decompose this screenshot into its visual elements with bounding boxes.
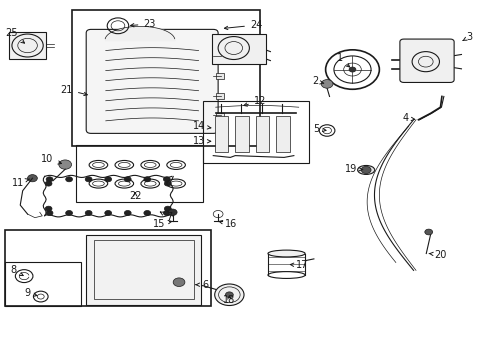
Text: 1: 1 bbox=[337, 53, 349, 67]
Bar bbox=[235, 116, 249, 152]
Bar bbox=[216, 113, 224, 118]
Bar bbox=[276, 116, 290, 152]
Bar bbox=[216, 53, 224, 59]
FancyBboxPatch shape bbox=[86, 30, 218, 134]
Circle shape bbox=[225, 292, 233, 298]
Circle shape bbox=[144, 211, 151, 216]
Circle shape bbox=[173, 278, 185, 287]
Text: 6: 6 bbox=[196, 280, 208, 290]
Text: 7: 7 bbox=[160, 212, 172, 221]
Circle shape bbox=[425, 229, 433, 235]
Bar bbox=[9, 32, 46, 59]
Circle shape bbox=[59, 160, 72, 169]
Text: 3: 3 bbox=[463, 32, 472, 42]
Text: 23: 23 bbox=[131, 19, 156, 29]
Text: 8: 8 bbox=[11, 265, 23, 276]
Circle shape bbox=[46, 177, 53, 182]
Circle shape bbox=[85, 177, 92, 182]
Circle shape bbox=[124, 177, 131, 182]
Text: 2: 2 bbox=[312, 76, 324, 86]
Circle shape bbox=[85, 211, 92, 216]
Ellipse shape bbox=[268, 250, 305, 257]
Text: 25: 25 bbox=[5, 28, 25, 43]
Ellipse shape bbox=[358, 166, 375, 175]
Circle shape bbox=[168, 209, 177, 216]
Text: 10: 10 bbox=[41, 154, 61, 164]
Bar bbox=[4, 230, 211, 306]
FancyBboxPatch shape bbox=[400, 39, 454, 82]
Circle shape bbox=[164, 206, 171, 211]
Bar bbox=[216, 73, 224, 79]
Text: 14: 14 bbox=[193, 121, 211, 131]
Circle shape bbox=[163, 177, 170, 182]
Circle shape bbox=[349, 67, 356, 72]
Bar bbox=[76, 145, 203, 202]
Text: 22: 22 bbox=[129, 191, 141, 201]
Text: 9: 9 bbox=[24, 288, 37, 298]
Circle shape bbox=[321, 80, 333, 88]
Text: 15: 15 bbox=[153, 219, 172, 229]
Text: 19: 19 bbox=[345, 163, 363, 174]
Text: 11: 11 bbox=[12, 177, 29, 188]
Bar bbox=[216, 93, 224, 99]
Bar bbox=[212, 34, 266, 64]
Bar bbox=[203, 101, 309, 163]
Bar bbox=[4, 262, 81, 306]
Circle shape bbox=[66, 211, 73, 216]
Text: 21: 21 bbox=[61, 85, 87, 96]
Text: 20: 20 bbox=[429, 249, 447, 260]
Circle shape bbox=[105, 211, 112, 216]
Text: 12: 12 bbox=[244, 96, 266, 106]
Bar bbox=[94, 240, 194, 300]
Circle shape bbox=[124, 211, 131, 216]
Circle shape bbox=[45, 206, 52, 211]
Circle shape bbox=[46, 211, 53, 216]
Bar bbox=[86, 235, 201, 305]
Circle shape bbox=[215, 284, 244, 306]
Text: 16: 16 bbox=[219, 219, 237, 229]
Circle shape bbox=[144, 177, 151, 182]
Circle shape bbox=[361, 166, 371, 174]
Text: 24: 24 bbox=[224, 20, 262, 30]
Text: 4: 4 bbox=[403, 113, 415, 123]
Circle shape bbox=[164, 181, 171, 186]
Circle shape bbox=[163, 211, 170, 216]
Circle shape bbox=[66, 177, 73, 182]
Text: 13: 13 bbox=[193, 136, 211, 146]
Text: 5: 5 bbox=[313, 124, 326, 134]
Text: 18: 18 bbox=[223, 295, 236, 305]
Circle shape bbox=[45, 181, 52, 186]
Circle shape bbox=[27, 175, 37, 182]
Bar bbox=[72, 10, 260, 146]
Bar bbox=[256, 116, 270, 152]
Circle shape bbox=[105, 177, 112, 182]
Text: 17: 17 bbox=[290, 260, 309, 270]
Bar bbox=[215, 116, 228, 152]
